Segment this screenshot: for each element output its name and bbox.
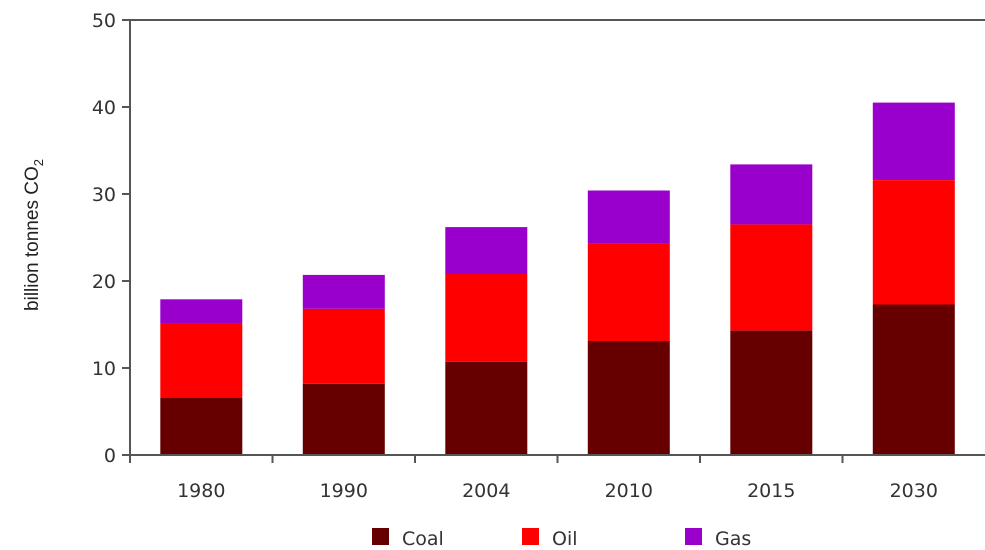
legend-swatch-coal	[372, 528, 389, 545]
y-tick-label: 0	[104, 445, 116, 467]
x-tick-label: 1980	[177, 480, 225, 502]
x-tick-label: 2004	[462, 480, 510, 502]
bar-oil-1980	[160, 323, 243, 398]
bar-coal-2004	[445, 361, 528, 455]
legend: Coal Oil Gas	[372, 528, 751, 550]
y-tick-label: 30	[92, 184, 116, 206]
legend-label-coal: Coal	[402, 528, 444, 550]
bar-coal-1980	[160, 397, 243, 455]
bar-oil-2010	[587, 243, 670, 341]
legend-swatch-gas	[685, 528, 702, 545]
bar-gas-2015	[730, 164, 813, 225]
y-tick-label: 10	[92, 358, 116, 380]
bar-gas-1990	[302, 274, 385, 309]
x-tick-label: 2030	[890, 480, 938, 502]
bar-coal-1990	[302, 383, 385, 455]
bar-gas-2004	[445, 227, 528, 275]
x-tick-label: 2015	[747, 480, 795, 502]
bar-gas-1980	[160, 299, 243, 324]
bar-coal-2015	[730, 330, 813, 455]
x-tick-label: 2010	[605, 480, 653, 502]
bar-oil-2015	[730, 224, 813, 331]
bar-gas-2010	[587, 190, 670, 244]
bar-oil-2030	[872, 180, 955, 305]
y-tick-label: 50	[92, 10, 116, 32]
x-tick-label: 1990	[320, 480, 368, 502]
legend-label-oil: Oil	[552, 528, 578, 550]
bar-coal-2010	[587, 341, 670, 455]
bars-group	[160, 102, 955, 455]
bar-oil-2004	[445, 274, 528, 362]
legend-label-gas: Gas	[715, 528, 751, 550]
y-axis-title: billion tonnes CO2	[22, 159, 46, 311]
bar-gas-2030	[872, 102, 955, 180]
legend-swatch-oil	[522, 528, 539, 545]
bar-coal-2030	[872, 304, 955, 455]
y-tick-label: 20	[92, 271, 116, 293]
y-tick-label: 40	[92, 97, 116, 119]
bar-oil-1990	[302, 308, 385, 384]
